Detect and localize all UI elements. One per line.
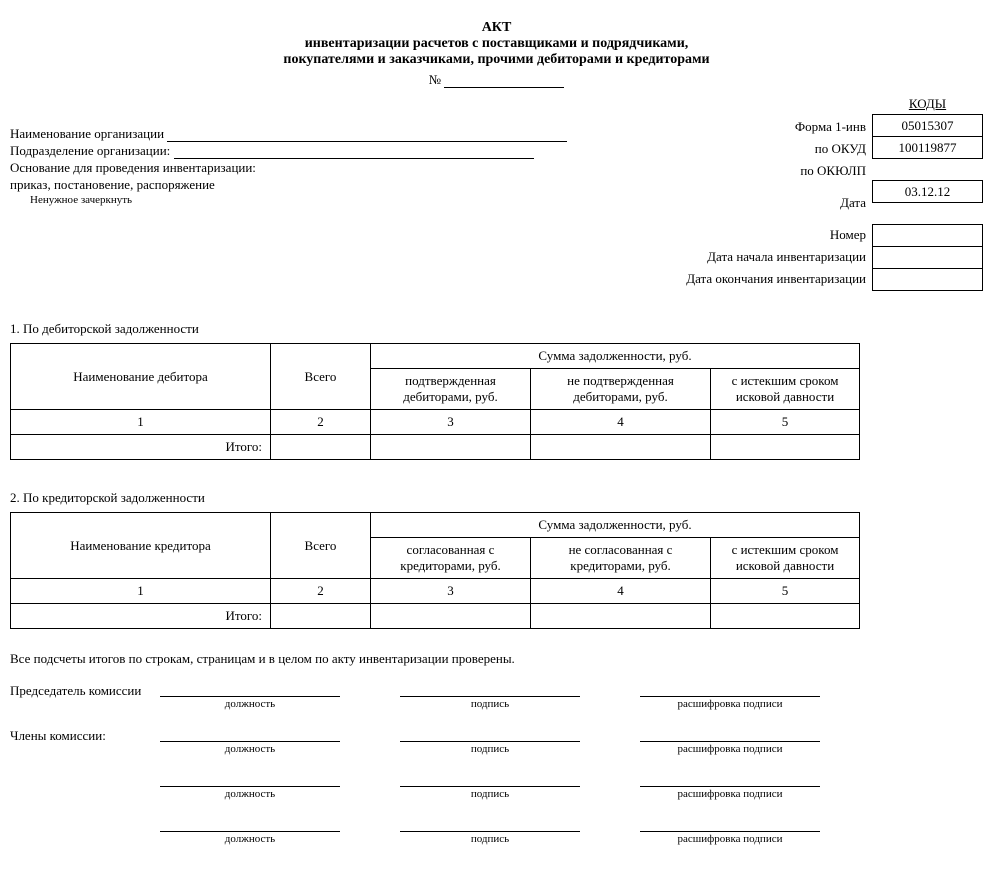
m1-signature: подпись [400,728,580,755]
m1-position: должность [160,728,340,755]
s1-n1: 1 [11,410,271,435]
s1-col3h: Сумма задолженности, руб. [371,344,860,369]
code-label-3: Дата [686,192,866,214]
num-field [444,87,564,88]
strike-note: Ненужное зачеркнуть [30,194,666,206]
s1-n3: 3 [371,410,531,435]
subtitle-1: инвентаризации расчетов с поставщиками и… [10,36,983,52]
s2-col3b: не согласованная с кредиторами, руб. [531,538,711,579]
codes-labels: Форма 1-инв по ОКУД по ОКЮЛП Дата Номер … [686,96,872,290]
section2-title: 2. По кредиторской задолженности [10,490,983,506]
dept-row: Подразделение организации: [10,143,666,159]
s1-n2: 2 [271,410,371,435]
chairman-label: Председатель комиссии [10,683,160,699]
s2-n2: 2 [271,579,371,604]
top-section: Наименование организации Подразделение о… [10,96,983,291]
code-label-6: Дата окончания инвентаризации [686,268,866,290]
s1-tc5 [711,435,860,460]
m3-decipher: расшифровка подписи [640,818,820,845]
s2-col1: Наименование кредитора [11,513,271,579]
code-val-2: 100119877 [873,137,983,159]
code-val-4 [873,225,983,247]
s2-tc2 [271,604,371,629]
codes-header: КОДЫ [872,96,983,112]
signatures: Председатель комиссии должность подпись … [10,683,983,845]
org-label: Наименование организации [10,126,164,141]
code-val-6 [873,269,983,291]
org-field [167,128,567,142]
s2-n3: 3 [371,579,531,604]
s1-n5: 5 [711,410,860,435]
codes-col: КОДЫ 05015307 100119877 03.12.12 [872,96,983,291]
code-label-0: Форма 1-инв [686,116,866,138]
debtor-table: Наименование дебитора Всего Сумма задолж… [10,343,860,460]
order-label: приказ, постановение, распоряжение [10,177,215,192]
s1-col1: Наименование дебитора [11,344,271,410]
s2-col3c: с истекшим сроком исковой давности [711,538,860,579]
s2-tc4 [531,604,711,629]
m2-decipher: расшифровка подписи [640,773,820,800]
chairman-row: Председатель комиссии должность подпись … [10,683,983,710]
org-row: Наименование организации [10,126,666,142]
number-line: № [429,72,565,88]
s2-col3h: Сумма задолженности, руб. [371,513,860,538]
m2-signature: подпись [400,773,580,800]
basis-label: Основание для проведения инвентаризации: [10,160,256,175]
m3-signature: подпись [400,818,580,845]
spacer [873,203,983,225]
code-label-2: по ОКЮЛП [686,160,866,182]
m2-position: должность [160,773,340,800]
s2-n4: 4 [531,579,711,604]
s1-col3a: подтвержденная дебиторами, руб. [371,369,531,410]
code-label-1: по ОКУД [686,138,866,160]
chairman-decipher: расшифровка подписи [640,683,820,710]
s2-tc3 [371,604,531,629]
dept-label: Подразделение организации: [10,143,170,158]
left-block: Наименование организации Подразделение о… [10,96,686,206]
chairman-signature: подпись [400,683,580,710]
spacer [873,159,983,181]
s2-n5: 5 [711,579,860,604]
s1-col3b: не подтвержденная дебиторами, руб. [531,369,711,410]
s1-tc4 [531,435,711,460]
s1-col3c: с истекшим сроком исковой давности [711,369,860,410]
member-row-1: Члены комиссии: должность подпись расшиф… [10,728,983,755]
document-header: АКТ инвентаризации расчетов с поставщика… [10,20,983,88]
dept-field [174,145,534,159]
chairman-position: должность [160,683,340,710]
s1-tc2 [271,435,371,460]
member-row-3: должность подпись расшифровка подписи [10,818,983,845]
m3-position: должность [160,818,340,845]
code-label-5: Дата начала инвентаризации [686,246,866,268]
s1-tc3 [371,435,531,460]
members-label: Члены комиссии: [10,728,160,744]
s1-total: Итого: [11,435,271,460]
s1-col2: Всего [271,344,371,410]
s2-col3a: согласованная с кредиторами, руб. [371,538,531,579]
s2-tc5 [711,604,860,629]
m1-decipher: расшифровка подписи [640,728,820,755]
section1-title: 1. По дебиторской задолженности [10,321,983,337]
s2-total: Итого: [11,604,271,629]
s1-n4: 4 [531,410,711,435]
code-val-5 [873,247,983,269]
s2-col2: Всего [271,513,371,579]
member-row-2: должность подпись расшифровка подписи [10,773,983,800]
code-label-4: Номер [686,224,866,246]
order-row: приказ, постановение, распоряжение [10,177,666,193]
s2-n1: 1 [11,579,271,604]
code-val-3: 03.12.12 [873,181,983,203]
num-label: № [429,72,441,87]
check-text: Все подсчеты итогов по строкам, страница… [10,651,983,667]
right-block: Форма 1-инв по ОКУД по ОКЮЛП Дата Номер … [686,96,983,291]
title: АКТ [10,20,983,36]
basis-row: Основание для проведения инвентаризации: [10,160,666,176]
code-val-0: 05015307 [873,115,983,137]
subtitle-2: покупателями и заказчиками, прочими деби… [10,52,983,68]
creditor-table: Наименование кредитора Всего Сумма задол… [10,512,860,629]
codes-table: 05015307 100119877 03.12.12 [872,114,983,291]
